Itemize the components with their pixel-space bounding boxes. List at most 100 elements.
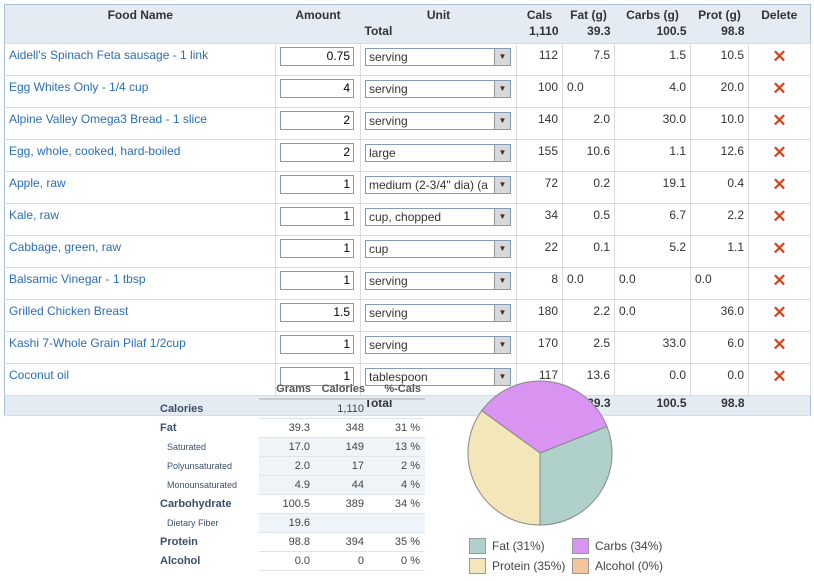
carbs-value: 1.1 (614, 139, 691, 172)
nutrient-cal: 44 (315, 475, 369, 495)
food-row: Kale, raw 1 cup, chopped ▼ 34 0.5 6.7 2.2 ✕ (4, 203, 811, 236)
unit-select[interactable]: serving ▼ (365, 304, 511, 322)
fat-value: 0.1 (562, 235, 615, 268)
prot-value: 10.0 (690, 107, 749, 140)
food-name-link[interactable]: Apple, raw (9, 176, 66, 190)
nutrient-cal: 17 (315, 456, 369, 476)
chevron-down-icon[interactable]: ▼ (494, 369, 510, 385)
unit-select[interactable]: serving ▼ (365, 272, 511, 290)
delete-icon[interactable]: ✕ (772, 271, 787, 290)
pie-slice-fat (539, 425, 613, 526)
unit-select[interactable]: cup ▼ (365, 240, 511, 258)
cals-value: 8 (516, 267, 563, 300)
nutrient-grams: 17.0 (259, 437, 315, 457)
delete-icon[interactable]: ✕ (772, 111, 787, 130)
food-row: Egg Whites Only - 1/4 cup 4 serving ▼ 100 0.0… (4, 75, 811, 108)
food-name-link[interactable]: Cabbage, green, raw (9, 240, 122, 254)
food-name-link[interactable]: Aidell's Spinach Feta sausage - 1 link (9, 48, 209, 62)
fat-value: 10.6 (562, 139, 615, 172)
delete-icon[interactable]: ✕ (772, 143, 787, 162)
food-name-link[interactable]: Alpine Valley Omega3 Bread - 1 slice (9, 112, 207, 126)
chevron-down-icon[interactable]: ▼ (494, 241, 510, 257)
chevron-down-icon[interactable]: ▼ (494, 81, 510, 97)
unit-cell: cup ▼ (360, 235, 517, 268)
amount-cell: 1 (275, 331, 361, 364)
unit-select[interactable]: large ▼ (365, 144, 511, 162)
amount-input[interactable]: 1 (280, 335, 354, 354)
chevron-down-icon[interactable]: ▼ (494, 113, 510, 129)
amount-input[interactable]: 2 (280, 143, 354, 162)
unit-cell: serving ▼ (360, 299, 517, 332)
macro-pie-chart (467, 380, 613, 526)
unit-select[interactable]: medium (2-3/4" dia) (a ▼ (365, 176, 511, 194)
fat-value: 2.2 (562, 299, 615, 332)
prot-value: 20.0 (690, 75, 749, 108)
legend-swatch (469, 538, 486, 554)
fat-value: 2.5 (562, 331, 615, 364)
chevron-down-icon[interactable]: ▼ (494, 145, 510, 161)
spacer (155, 380, 259, 399)
carbs-value: 0.0 (614, 299, 691, 332)
delete-icon[interactable]: ✕ (772, 175, 787, 194)
prot-value: 12.6 (690, 139, 749, 172)
amount-input[interactable]: 1 (280, 207, 354, 226)
unit-select[interactable]: serving ▼ (365, 48, 511, 66)
column-header: Delete (748, 4, 811, 24)
carbs-value: 30.0 (614, 107, 691, 140)
chevron-down-icon[interactable]: ▼ (494, 209, 510, 225)
food-name-link[interactable]: Kale, raw (9, 208, 60, 222)
unit-value: cup, chopped (369, 210, 442, 224)
amount-input[interactable]: 1 (280, 175, 354, 194)
food-row: Alpine Valley Omega3 Bread - 1 slice 2 ser… (4, 107, 811, 140)
carbs-value: 4.0 (614, 75, 691, 108)
column-header: Food Name (4, 4, 276, 24)
chevron-down-icon[interactable]: ▼ (494, 273, 510, 289)
amount-input[interactable]: 0.75 (280, 47, 354, 66)
amount-input[interactable]: 2 (280, 111, 354, 130)
amount-input[interactable]: 1 (280, 271, 354, 290)
food-name-link[interactable]: Kashi 7-Whole Grain Pilaf 1/2cup (9, 336, 186, 350)
food-row: Apple, raw 1 medium (2-3/4" dia) (a ▼ 72 0.2 1… (4, 171, 811, 204)
cals-value: 140 (516, 107, 563, 140)
nutrient-grams: 2.0 (259, 456, 315, 476)
food-name-link[interactable]: Egg, whole, cooked, hard-boiled (9, 144, 181, 158)
amount-input[interactable]: 1.5 (280, 303, 354, 322)
legend-swatch (572, 558, 589, 574)
chevron-down-icon[interactable]: ▼ (494, 177, 510, 193)
cals-value: 22 (516, 235, 563, 268)
chevron-down-icon[interactable]: ▼ (494, 305, 510, 321)
food-name-link[interactable]: Egg Whites Only - 1/4 cup (9, 80, 149, 94)
food-name-link[interactable]: Coconut oil (9, 368, 70, 382)
legend-label: Alcohol (0%) (595, 559, 664, 573)
delete-icon[interactable]: ✕ (772, 47, 787, 66)
delete-icon[interactable]: ✕ (772, 335, 787, 354)
chevron-down-icon[interactable]: ▼ (494, 49, 510, 65)
delete-cell: ✕ (748, 235, 811, 268)
pie-slice-protein (467, 409, 541, 526)
amount-input[interactable]: 1 (280, 239, 354, 258)
food-row: Kashi 7-Whole Grain Pilaf 1/2cup 1 serving… (4, 331, 811, 364)
food-name-link[interactable]: Grilled Chicken Breast (9, 304, 129, 318)
delete-icon[interactable]: ✕ (772, 303, 787, 322)
column-header: Fat (g) (562, 4, 615, 24)
unit-select[interactable]: serving ▼ (365, 336, 511, 354)
unit-select[interactable]: cup, chopped ▼ (365, 208, 511, 226)
amount-input[interactable]: 4 (280, 79, 354, 98)
delete-icon[interactable]: ✕ (772, 79, 787, 98)
nutrition-row: Protein 98.8 394 35 % (155, 532, 425, 552)
nutrient-cal: 1,110 (315, 399, 369, 419)
delete-icon[interactable]: ✕ (772, 207, 787, 226)
delete-icon[interactable]: ✕ (772, 239, 787, 258)
food-name-link[interactable]: Balsamic Vinegar - 1 tbsp (9, 272, 146, 286)
amount-cell: 4 (275, 75, 361, 108)
total-prot: 98.8 (690, 395, 749, 416)
chevron-down-icon[interactable]: ▼ (494, 337, 510, 353)
unit-select[interactable]: serving ▼ (365, 80, 511, 98)
delete-icon[interactable]: ✕ (772, 367, 787, 386)
unit-select[interactable]: serving ▼ (365, 112, 511, 130)
nutrient-cal (315, 513, 369, 533)
prot-value: 0.0 (690, 363, 749, 396)
cals-value: 170 (516, 331, 563, 364)
unit-value: cup (369, 242, 389, 256)
nutrient-grams: 100.5 (259, 494, 315, 514)
